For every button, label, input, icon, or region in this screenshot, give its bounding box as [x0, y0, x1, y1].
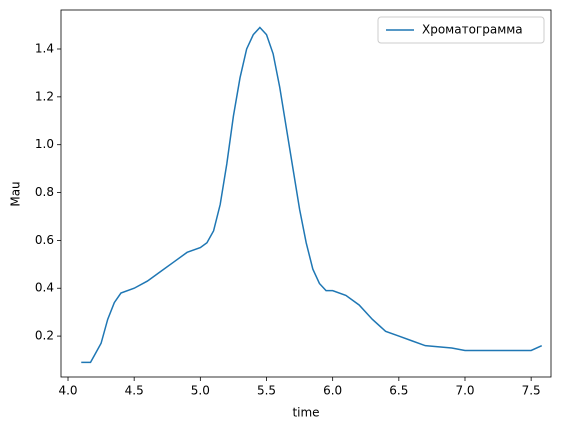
- x-tick-label: 4.5: [125, 384, 144, 398]
- y-tick-label: 0.6: [35, 233, 54, 247]
- y-tick-label: 1.2: [35, 89, 54, 103]
- x-axis-label: time: [292, 406, 319, 420]
- x-tick-label: 4.0: [58, 384, 77, 398]
- y-tick-label: 1.0: [35, 137, 54, 151]
- x-tick-label: 7.0: [455, 384, 474, 398]
- x-tick-label: 6.5: [389, 384, 408, 398]
- x-tick-label: 5.0: [191, 384, 210, 398]
- x-tick-label: 7.5: [522, 384, 541, 398]
- legend-box: [377, 16, 545, 44]
- y-tick-label: 1.4: [35, 41, 54, 55]
- y-tick-label: 0.8: [35, 185, 54, 199]
- legend-label: Хроматограмма: [422, 23, 523, 37]
- line-series: [81, 26, 543, 364]
- plot-frame: [60, 9, 552, 378]
- y-tick-label: 0.2: [35, 329, 54, 343]
- y-axis-label: Mau: [9, 181, 23, 206]
- x-tick-label: 6.0: [323, 384, 342, 398]
- y-tick-label: 0.4: [35, 281, 54, 295]
- x-tick-label: 5.5: [257, 384, 276, 398]
